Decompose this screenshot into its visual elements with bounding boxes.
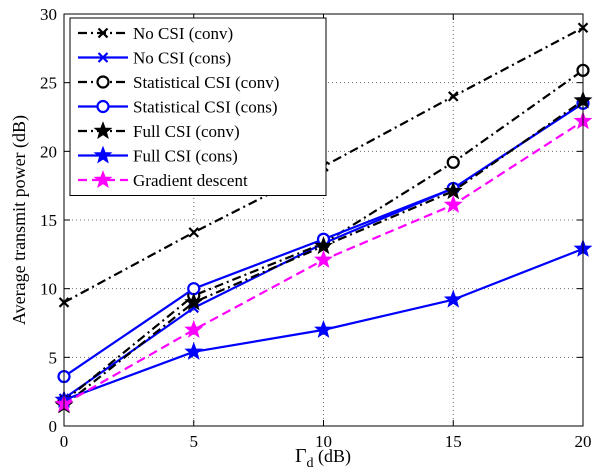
x-axis-label: Γd (dB) [295, 445, 351, 471]
legend-label: No CSI (cons) [133, 49, 231, 68]
legend-entry: Full CSI (cons) [78, 145, 238, 166]
y-tick-label: 5 [49, 348, 58, 367]
legend-marker [97, 52, 109, 63]
axis-ticks: 0 5 10 15 20 0 5 10 15 20 25 30 [40, 5, 592, 451]
data-point [184, 292, 204, 311]
x-axis-label-unit: (dB) [314, 446, 352, 467]
legend-label: Statistical CSI (conv) [133, 73, 279, 92]
legend-entry: Statistical CSI (conv) [78, 73, 279, 92]
x-axis-label-symbol: Γ [295, 445, 307, 467]
y-tick-label: 30 [40, 5, 57, 24]
legend-marker [93, 121, 113, 140]
legend-entry: No CSI (cons) [78, 49, 231, 68]
legend-label: No CSI (conv) [133, 24, 233, 43]
data-point [184, 341, 204, 360]
data-point [314, 236, 333, 255]
legend-entry: Gradient descent [78, 170, 248, 190]
legend-marker [93, 170, 113, 189]
legend-marker [96, 75, 110, 89]
data-point [443, 289, 463, 308]
legend-entry: Full CSI (conv) [78, 121, 240, 141]
y-tick-label: 0 [49, 417, 58, 436]
x-tick-label: 5 [190, 432, 199, 451]
legend-marker [96, 99, 110, 114]
legend-marker [93, 145, 113, 164]
data-point [447, 91, 459, 102]
data-point [314, 319, 333, 338]
legend-label: Gradient descent [133, 171, 248, 190]
data-point [188, 227, 200, 238]
y-tick-label: 15 [40, 211, 57, 230]
data-point [314, 249, 333, 268]
legend-label: Full CSI (conv) [133, 122, 240, 141]
x-axis-label-subscript: d [307, 456, 314, 471]
x-tick-label: 20 [575, 432, 592, 451]
x-tick-label: 15 [445, 432, 462, 451]
y-tick-label: 25 [40, 74, 57, 93]
y-tick-label: 20 [40, 142, 57, 161]
y-tick-label: 10 [40, 280, 57, 299]
x-tick-label: 0 [60, 432, 69, 451]
legend-marker [97, 27, 109, 39]
data-point [443, 194, 463, 213]
x-tick-label: 10 [315, 432, 332, 451]
y-axis-label: Average transmit power (dB) [9, 115, 30, 325]
legend-label: Statistical CSI (cons) [133, 98, 277, 117]
legend: No CSI (conv) No CSI (cons) Statistical CS… [69, 17, 327, 196]
legend-label: Full CSI (cons) [133, 147, 238, 166]
data-point [446, 155, 460, 169]
legend-entry: No CSI (conv) [78, 24, 233, 43]
data-point [184, 319, 204, 338]
legend-entry: Statistical CSI (cons) [78, 98, 277, 117]
data-point [443, 181, 463, 200]
